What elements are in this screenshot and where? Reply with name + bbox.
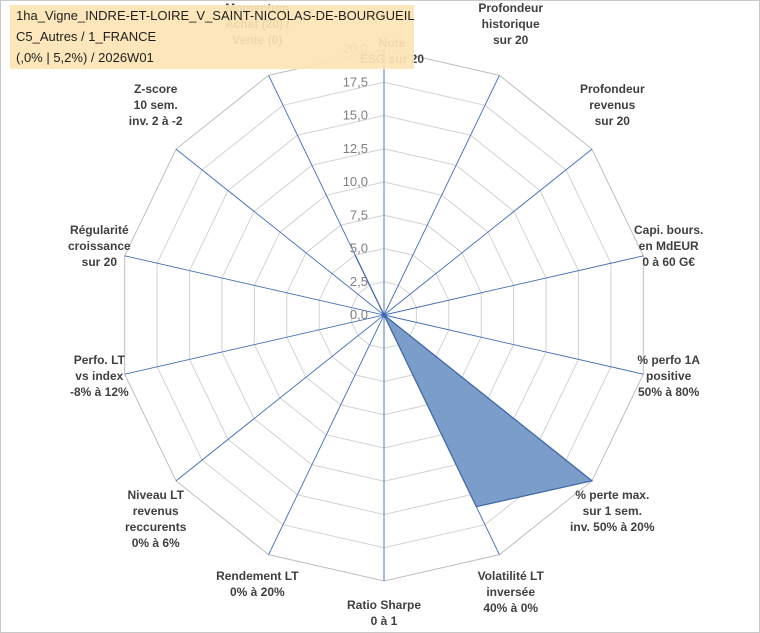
axis-spoke (124, 314, 385, 375)
axis-spoke (383, 314, 644, 375)
axis-label: Profondeur revenus sur 20 (580, 82, 645, 128)
axis-spoke (124, 255, 385, 316)
axis-label: Ratio Sharpe 0 à 1 (347, 598, 421, 628)
tick-label: 15,0 (343, 108, 368, 123)
axis-label: Rendement LT 0% à 20% (216, 569, 299, 599)
axis-label: Z-score 10 sem. inv. 2 à -2 (129, 82, 183, 128)
axis-label: % perte max. sur 1 sem. inv. 50% à 20% (570, 488, 655, 534)
tick-label: 2,5 (350, 274, 368, 289)
axis-spoke (383, 75, 500, 316)
chart-title-line-2: C5_Autres / 1_FRANCE (16, 29, 157, 44)
axis-label: Capi. bours. en MdEUR 0 à 60 G€ (634, 223, 703, 269)
tick-label: 10,0 (343, 174, 368, 189)
chart-title-line-1: 1ha_Vigne_INDRE-ET-LOIRE_V_SAINT-NICOLAS… (16, 8, 415, 23)
axis-label: Profondeur historique sur 20 (478, 1, 543, 47)
axis-spoke (268, 314, 385, 555)
tick-label: 12,5 (343, 141, 368, 156)
tick-label: 0,0 (350, 307, 368, 322)
axis-spoke (175, 314, 385, 482)
axis-label: Régularité croissance sur 20 (68, 223, 131, 269)
axis-spoke (383, 148, 593, 316)
axis-spoke (175, 148, 385, 316)
axis-label: % perfo 1A positive 50% à 80% (637, 353, 700, 399)
axis-spoke (383, 255, 644, 316)
tick-label: 17,5 (343, 74, 368, 89)
axis-label: Volatilité LT inversée 40% à 0% (478, 569, 545, 615)
tick-label: 7,5 (350, 207, 368, 222)
axis-label: Niveau LT revenus reccurents 0% à 6% (125, 488, 187, 550)
title-box (10, 5, 414, 69)
axis-label: Perfo. LT vs index -8% à 12% (70, 353, 129, 399)
data-area (354, 254, 594, 508)
chart-title-line-3: (,0% | 5,2%) / 2026W01 (16, 50, 154, 65)
tick-label: 5,0 (350, 241, 368, 256)
